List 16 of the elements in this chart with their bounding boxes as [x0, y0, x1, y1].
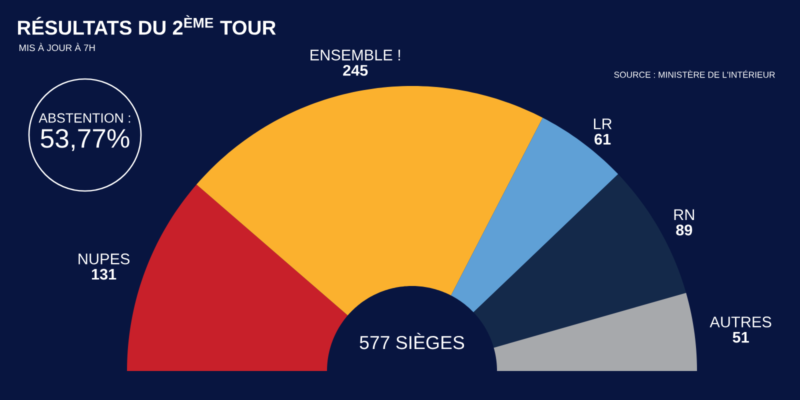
- slice-label: LR: [594, 118, 612, 130]
- data-label: 51: [732, 332, 749, 343]
- chart-title: RÉSULTATS DU 2$^{ÈME}$ TOUR: [18, 15, 276, 35]
- slice-label: RN: [674, 209, 694, 220]
- data-label: 61: [594, 134, 611, 145]
- text: ABSTENTION :: [38, 113, 130, 123]
- slice-label: AUTRES: [710, 316, 772, 328]
- data-label: 245: [343, 64, 368, 76]
- chart-subtitle: MIS À JOUR À 7H: [19, 42, 95, 52]
- text: 53,77%: [40, 128, 130, 152]
- source-note: SOURCE : MINISTÈRE DE L'INTÉRIEUR: [614, 70, 775, 78]
- data-label: 131: [92, 268, 116, 280]
- text: 577 SIÈGES: [360, 332, 464, 350]
- data-label: 89: [676, 224, 692, 236]
- slice-label: ENSEMBLE !: [310, 50, 400, 60]
- slice-label: NUPES: [78, 254, 130, 264]
